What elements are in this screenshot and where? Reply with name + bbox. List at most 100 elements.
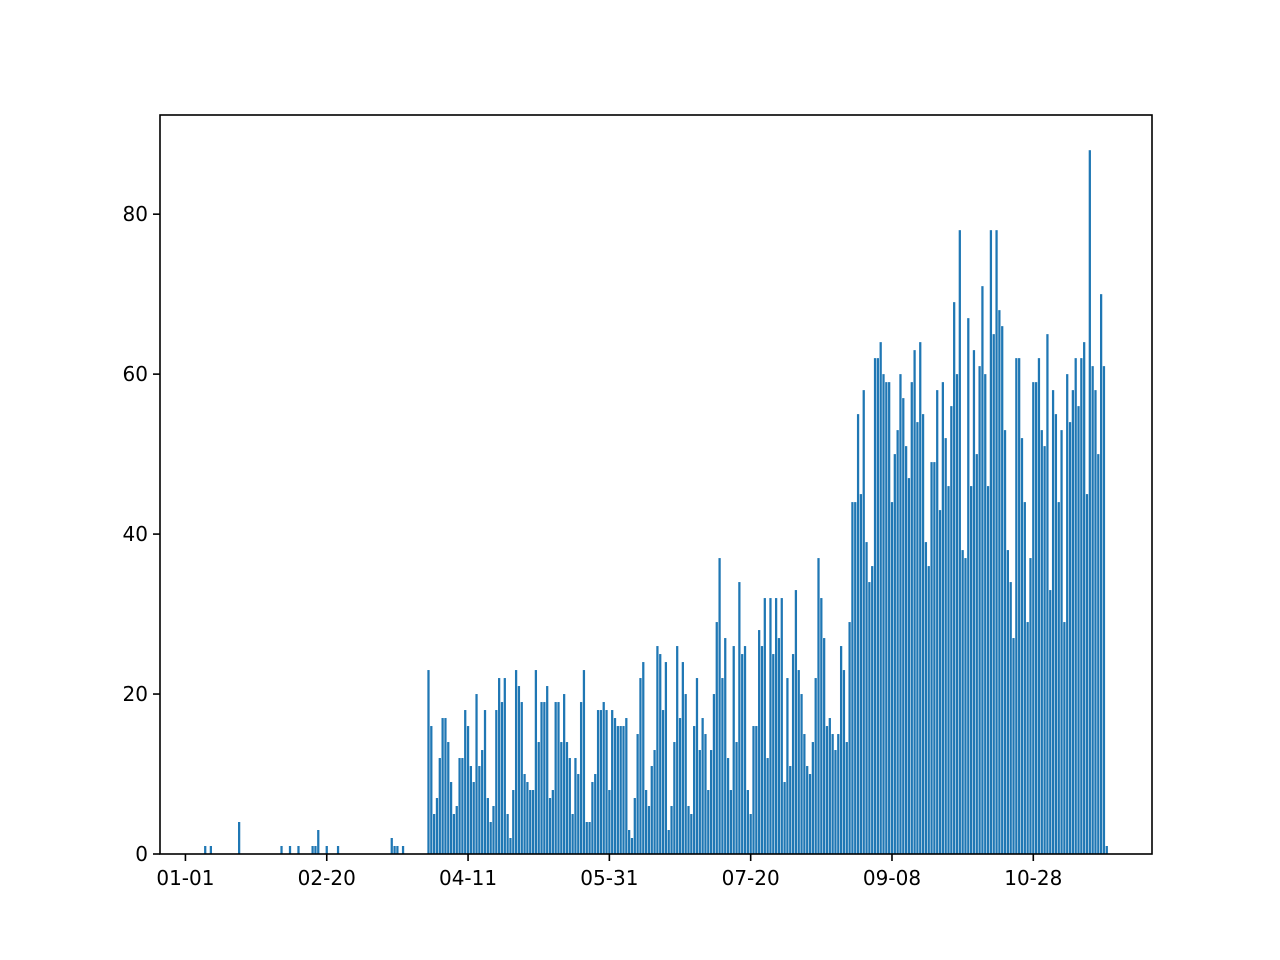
bar bbox=[466, 726, 470, 854]
bar bbox=[659, 654, 662, 854]
bar bbox=[743, 646, 747, 854]
bar bbox=[1060, 430, 1063, 854]
bar bbox=[1051, 390, 1055, 854]
bar bbox=[981, 286, 984, 854]
bar bbox=[317, 830, 320, 854]
bar bbox=[523, 774, 526, 854]
bar bbox=[950, 406, 953, 854]
x-tick-label: 01-01 bbox=[156, 866, 214, 890]
bar bbox=[953, 302, 956, 854]
bar bbox=[726, 758, 730, 854]
bar bbox=[834, 750, 837, 854]
bar bbox=[969, 486, 973, 854]
bar bbox=[650, 766, 653, 854]
bar bbox=[871, 566, 874, 854]
bar bbox=[582, 670, 586, 854]
bar bbox=[817, 558, 820, 854]
bar bbox=[563, 694, 566, 854]
bar bbox=[921, 414, 925, 854]
bar bbox=[472, 782, 475, 854]
bar bbox=[721, 678, 724, 854]
bar bbox=[690, 814, 693, 854]
bar bbox=[876, 358, 879, 854]
y-tick-label: 80 bbox=[123, 202, 148, 226]
bar bbox=[280, 846, 283, 854]
bar bbox=[1003, 430, 1007, 854]
bar bbox=[797, 670, 800, 854]
bar bbox=[568, 758, 571, 854]
bar bbox=[444, 718, 447, 854]
bar bbox=[540, 702, 543, 854]
bar bbox=[1077, 406, 1080, 854]
bar bbox=[890, 502, 894, 854]
bar bbox=[1015, 358, 1018, 854]
bar bbox=[1006, 550, 1009, 854]
bar bbox=[808, 774, 812, 854]
bar bbox=[288, 846, 292, 854]
bar bbox=[704, 734, 707, 854]
bar bbox=[314, 846, 317, 854]
bar bbox=[596, 710, 600, 854]
bar bbox=[209, 846, 213, 854]
bar bbox=[777, 638, 781, 854]
bar bbox=[958, 230, 961, 855]
bar bbox=[944, 438, 947, 854]
bar bbox=[814, 678, 817, 854]
bar bbox=[664, 662, 668, 854]
bar bbox=[930, 462, 933, 854]
bar bbox=[628, 830, 631, 854]
bar bbox=[989, 230, 993, 855]
bar bbox=[1049, 590, 1052, 854]
bar bbox=[529, 790, 532, 854]
bar bbox=[435, 798, 439, 854]
bar bbox=[1091, 366, 1094, 854]
bar bbox=[548, 798, 552, 854]
bar bbox=[919, 342, 922, 854]
bar bbox=[325, 846, 328, 854]
bar bbox=[495, 710, 498, 854]
bar bbox=[766, 758, 769, 854]
bar bbox=[1012, 638, 1015, 854]
bar bbox=[1001, 326, 1004, 855]
plot-frame bbox=[159, 114, 1153, 855]
bar bbox=[401, 846, 405, 854]
bar bbox=[1066, 374, 1069, 854]
bar bbox=[478, 766, 481, 854]
bar bbox=[741, 654, 744, 854]
bar bbox=[724, 638, 727, 854]
bar bbox=[684, 694, 687, 854]
bar bbox=[746, 790, 749, 854]
bar bbox=[565, 742, 569, 854]
bar bbox=[483, 710, 487, 854]
bar bbox=[585, 822, 588, 854]
bar bbox=[851, 502, 854, 854]
bar bbox=[461, 758, 464, 854]
bar bbox=[755, 726, 758, 854]
bar bbox=[786, 678, 789, 854]
bar bbox=[393, 846, 396, 854]
bar bbox=[780, 598, 783, 854]
bar bbox=[868, 582, 871, 854]
bar bbox=[396, 846, 399, 854]
bar bbox=[336, 846, 340, 854]
bar bbox=[452, 814, 456, 854]
bar bbox=[695, 678, 699, 854]
bar bbox=[848, 622, 851, 854]
bar bbox=[1105, 846, 1108, 854]
y-tick-label: 60 bbox=[123, 362, 148, 386]
bar bbox=[520, 702, 523, 854]
bar bbox=[599, 710, 603, 854]
bar bbox=[647, 806, 651, 854]
bar bbox=[1088, 150, 1091, 854]
bar bbox=[712, 694, 716, 854]
bar bbox=[619, 726, 622, 854]
bar bbox=[859, 494, 863, 854]
bar bbox=[823, 638, 826, 854]
bar bbox=[1083, 342, 1086, 854]
bar bbox=[534, 670, 538, 854]
bar bbox=[995, 230, 998, 855]
bar bbox=[735, 742, 738, 854]
x-tick-label: 09-08 bbox=[863, 866, 921, 890]
bar bbox=[873, 358, 877, 854]
bar bbox=[842, 670, 846, 854]
